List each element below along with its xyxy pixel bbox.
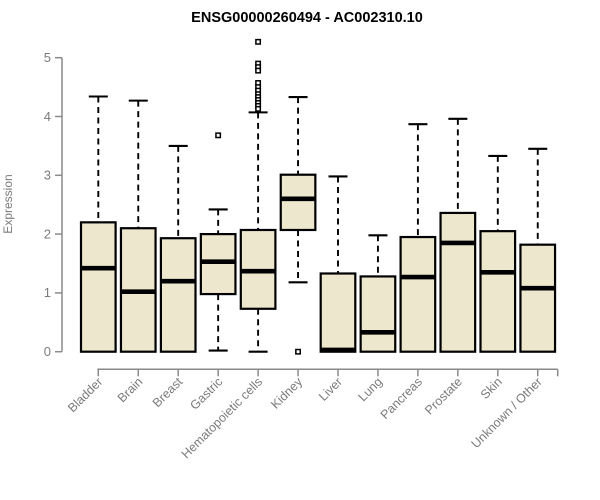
box-group-skin: [479, 154, 517, 353]
x-tick-label-skin: Skin: [478, 375, 505, 402]
x-tick-label-brain: Brain: [115, 375, 146, 406]
y-tick-label: 1: [44, 285, 51, 300]
y-tick-label: 4: [44, 109, 51, 124]
outlier-hematopoietic-cells: [255, 105, 262, 112]
box-liver: [319, 272, 357, 353]
outlier-hematopoietic-cells: [255, 67, 262, 74]
x-tick-label-bladder: Bladder: [65, 375, 105, 415]
box-group-prostate: [439, 117, 477, 353]
box-group-liver: [319, 175, 357, 353]
box-kidney: [279, 173, 317, 232]
box-group-brain: [119, 99, 157, 353]
box-group-pancreas: [399, 123, 437, 353]
box-group-kidney: [279, 96, 317, 355]
x-tick-label-prostate: Prostate: [422, 375, 465, 418]
x-tick-label-unknown-other: Unknown / Other: [469, 375, 545, 451]
box-unknown-other: [519, 243, 557, 353]
y-tick-label: 5: [44, 50, 51, 65]
box-group-lung: [359, 234, 397, 353]
box-skin: [479, 230, 517, 353]
box-group-unknown-other: [519, 147, 557, 353]
x-tick-label-lung: Lung: [356, 375, 386, 405]
box-lung: [359, 275, 397, 353]
y-axis-label: Expression: [1, 174, 15, 233]
chart-title: ENSG00000260494 - AC002310.10: [191, 10, 423, 26]
box-bladder: [79, 221, 117, 353]
y-tick-label: 2: [44, 226, 51, 241]
box-pancreas: [399, 235, 437, 353]
y-tick-label: 0: [44, 344, 51, 359]
box-group-breast: [159, 144, 197, 353]
box-group-hematopoietic-cells: [239, 38, 277, 353]
x-tick-label-liver: Liver: [316, 375, 345, 404]
outlier-gastric: [215, 132, 222, 139]
box-breast: [159, 237, 197, 353]
outlier-kidney: [295, 348, 302, 355]
x-tick-label-pancreas: Pancreas: [378, 375, 425, 422]
x-tick-label-kidney: Kidney: [268, 374, 305, 411]
box-group-bladder: [79, 95, 117, 353]
box-group-gastric: [199, 132, 237, 352]
y-tick-label: 3: [44, 168, 51, 183]
box-prostate: [439, 211, 477, 353]
x-tick-label-gastric: Gastric: [187, 375, 225, 413]
box-gastric: [199, 233, 237, 296]
outlier-hematopoietic-cells: [255, 38, 262, 45]
x-tick-label-breast: Breast: [150, 374, 186, 410]
